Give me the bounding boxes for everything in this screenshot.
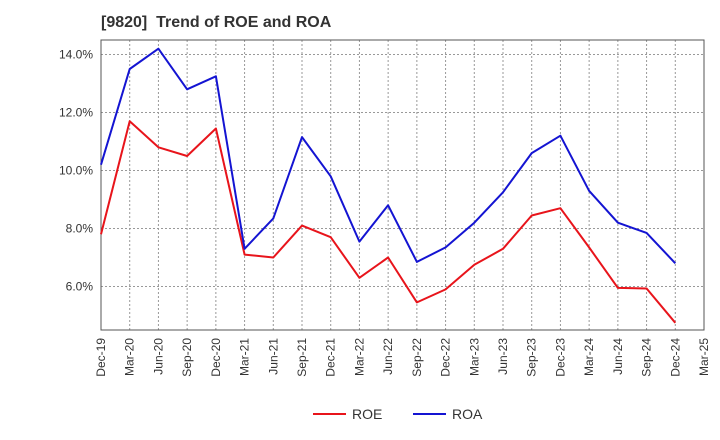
x-tick-label: Dec-23 <box>553 338 567 377</box>
x-tick-label: Dec-20 <box>209 338 223 377</box>
y-tick-label: 14.0% <box>59 48 93 62</box>
x-tick-label: Mar-21 <box>238 338 252 376</box>
y-tick-label: 10.0% <box>59 164 93 178</box>
chart-title: [9820] Trend of ROE and ROA <box>101 14 332 31</box>
x-tick-label: Sep-23 <box>525 338 539 377</box>
plot-frame <box>100 39 705 331</box>
legend: ROE ROA <box>313 406 483 422</box>
x-tick-label: Mar-20 <box>123 338 137 376</box>
x-tick-label: Dec-22 <box>439 338 453 377</box>
x-tick-label: Mar-23 <box>467 338 481 376</box>
series-line-roe <box>100 120 677 324</box>
x-tick-label: Jun-21 <box>266 338 280 375</box>
x-tick-label: Jun-20 <box>151 338 165 375</box>
x-tick-label: Dec-19 <box>94 338 108 377</box>
x-tick-label: Jun-24 <box>611 338 625 375</box>
x-tick-label: Mar-22 <box>352 338 366 376</box>
x-tick-label: Dec-21 <box>324 338 338 377</box>
x-tick-label: Sep-20 <box>180 338 194 377</box>
x-tick-label: Dec-24 <box>668 338 682 377</box>
x-tick-label: Sep-21 <box>295 338 309 377</box>
x-tick-label: Jun-22 <box>381 338 395 375</box>
y-tick-label: 8.0% <box>66 222 94 236</box>
legend-label-roe: ROE <box>352 406 382 422</box>
grid-lines <box>101 40 704 330</box>
series-lines <box>100 47 677 324</box>
y-tick-labels: 6.0% 8.0% 10.0% 12.0% 14.0% <box>59 48 93 294</box>
x-tick-label: Mar-24 <box>582 338 596 376</box>
x-tick-label: Sep-22 <box>410 338 424 377</box>
y-tick-label: 6.0% <box>66 280 94 294</box>
x-tick-label: Mar-25 <box>697 338 711 376</box>
legend-label-roa: ROA <box>452 406 483 422</box>
x-tick-labels: Dec-19 Mar-20 Jun-20 Sep-20 Dec-20 Mar-21 Jun-… <box>94 338 711 377</box>
y-tick-label: 12.0% <box>59 106 93 120</box>
x-tick-label: Sep-24 <box>640 338 654 377</box>
series-line-roa <box>100 47 677 264</box>
x-tick-label: Jun-23 <box>496 338 510 375</box>
